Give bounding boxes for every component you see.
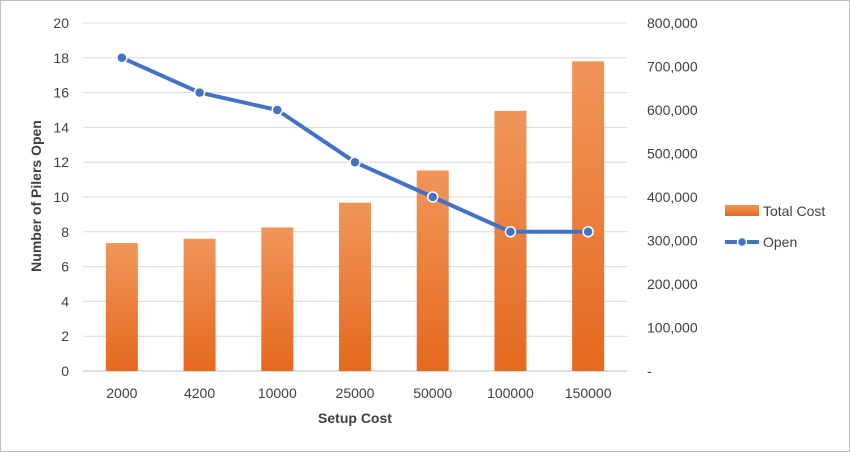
right-axis-tick-label: 600,000 <box>647 102 698 118</box>
left-axis-tick-label: 2 <box>61 328 69 344</box>
right-axis-tick-label: - <box>647 363 652 379</box>
line-series-open <box>116 52 594 238</box>
right-axis-tick-label: 400,000 <box>647 189 698 205</box>
bar-total-cost <box>339 202 371 371</box>
x-axis-tick-label: 100000 <box>487 385 534 401</box>
left-axis-tick-label: 10 <box>53 189 69 205</box>
right-axis-tick-label: 700,000 <box>647 59 698 75</box>
left-axis-tick-label: 16 <box>53 85 69 101</box>
right-axis-tick-label: 800,000 <box>647 15 698 31</box>
legend-swatch-total-cost <box>725 205 759 216</box>
point-open <box>271 104 284 116</box>
point-open <box>426 191 439 203</box>
legend: Total Cost Open <box>725 203 825 250</box>
point-open <box>504 226 517 238</box>
left-axis-tick-label: 4 <box>61 293 69 309</box>
bar-total-cost <box>261 227 294 371</box>
left-axis-tick-label: 14 <box>53 119 69 135</box>
x-axis-tick-label: 4200 <box>184 385 215 401</box>
bar-total-cost <box>572 61 605 371</box>
point-open <box>582 226 594 238</box>
left-axis-tick-label: 6 <box>61 259 69 275</box>
left-axis-ticks: 0 2 4 6 8 10 12 14 16 18 20 <box>53 15 69 379</box>
legend-label-total-cost: Total Cost <box>763 203 825 219</box>
x-axis-tick-label: 2000 <box>106 385 137 401</box>
left-axis-tick-label: 20 <box>53 15 69 31</box>
left-axis-tick-label: 12 <box>53 154 69 170</box>
legend-label-open: Open <box>763 234 797 250</box>
right-axis-tick-label: 500,000 <box>647 146 698 162</box>
x-axis-tick-label: 50000 <box>413 385 452 401</box>
left-axis-tick-label: 18 <box>53 50 69 66</box>
point-open <box>116 52 128 64</box>
right-axis-tick-label: 200,000 <box>647 276 698 292</box>
y-axis-title-left: Number of Pilers Open <box>28 120 44 272</box>
left-axis-tick-label: 0 <box>61 363 69 379</box>
x-axis-tick-label: 150000 <box>565 385 612 401</box>
bar-total-cost <box>105 243 138 371</box>
left-axis-tick-label: 8 <box>61 224 69 240</box>
bar-series-total-cost <box>105 61 605 372</box>
right-axis-ticks: - 100,000 200,000 300,000 400,000 500,000 600,… <box>647 15 698 379</box>
x-axis-tick-label: 10000 <box>258 385 297 401</box>
x-axis-title: Setup Cost <box>318 410 392 426</box>
x-axis-ticks: 2000 4200 10000 25000 50000 100000 150000 <box>106 385 611 401</box>
point-open <box>349 156 361 168</box>
point-open <box>193 86 206 99</box>
legend-swatch-open-marker <box>736 236 748 248</box>
right-axis-tick-label: 100,000 <box>647 320 698 336</box>
bar-total-cost <box>183 238 216 371</box>
bar-total-cost <box>494 110 527 372</box>
x-axis-tick-label: 25000 <box>336 385 375 401</box>
right-axis-tick-label: 300,000 <box>647 233 698 249</box>
